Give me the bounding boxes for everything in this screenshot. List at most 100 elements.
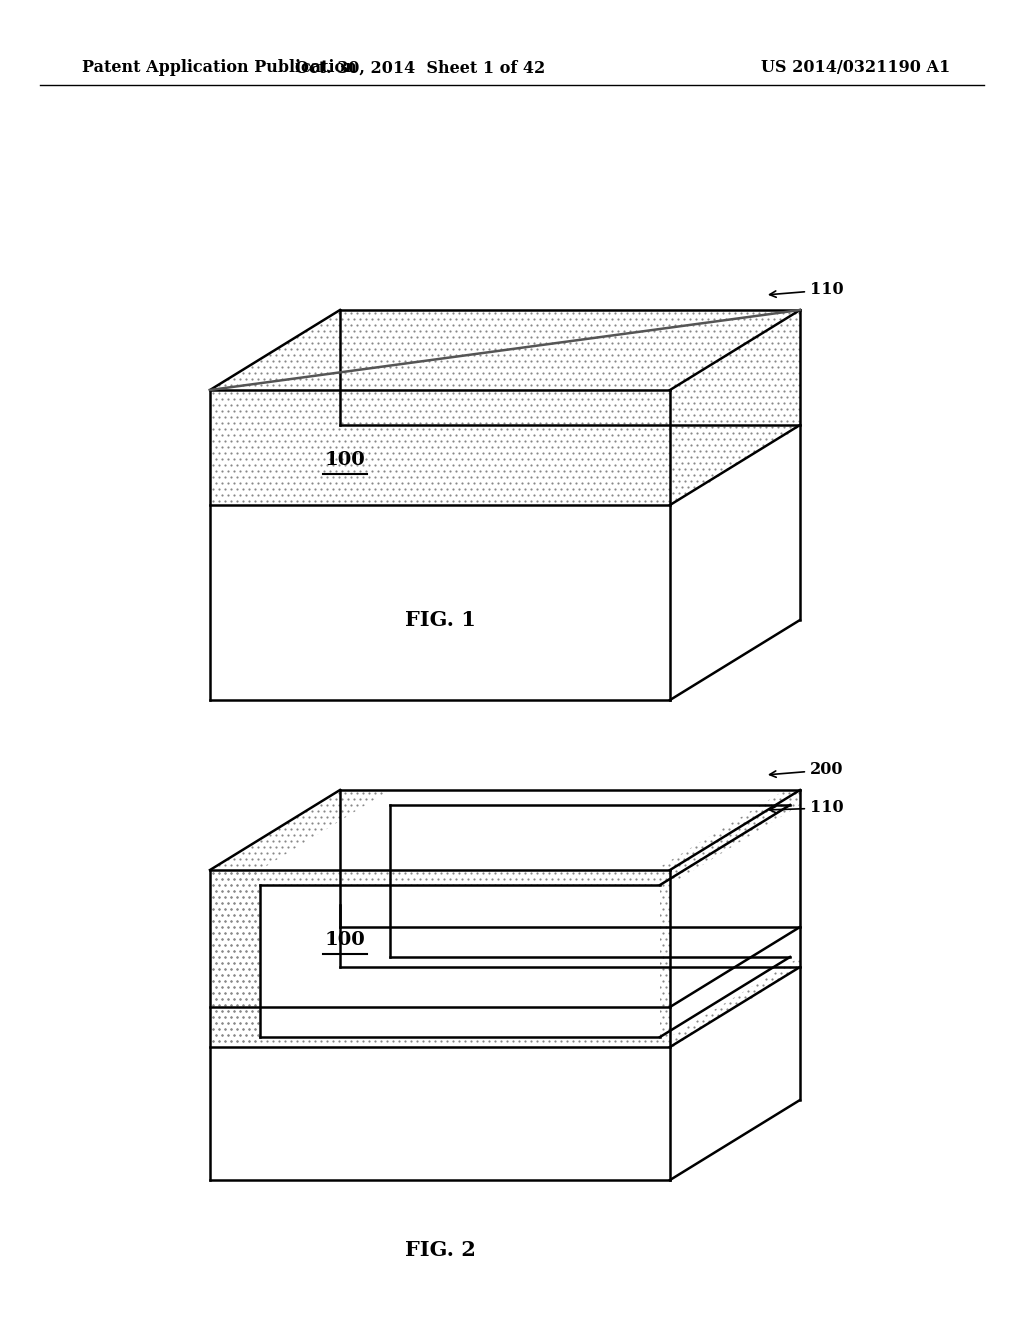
Point <box>241 994 257 1015</box>
Point <box>713 387 729 408</box>
Point <box>731 962 748 983</box>
Point <box>637 491 653 512</box>
Point <box>745 969 762 990</box>
Point <box>451 478 467 499</box>
Point <box>346 321 362 342</box>
Point <box>499 1031 515 1052</box>
Point <box>686 441 702 462</box>
Point <box>508 837 524 858</box>
Point <box>496 928 512 949</box>
Point <box>767 411 783 432</box>
Point <box>592 412 608 433</box>
Point <box>673 795 689 816</box>
Point <box>280 892 296 913</box>
Point <box>502 345 518 366</box>
Point <box>727 807 743 828</box>
Point <box>447 989 464 1010</box>
Point <box>325 830 341 851</box>
Point <box>612 350 629 371</box>
Point <box>686 1016 702 1038</box>
Point <box>553 407 569 428</box>
Point <box>391 442 408 463</box>
Point <box>493 911 509 932</box>
Point <box>318 491 335 512</box>
Point <box>460 916 476 937</box>
Point <box>325 314 341 335</box>
Point <box>700 387 717 408</box>
Point <box>755 903 771 924</box>
Point <box>354 383 371 404</box>
Point <box>241 430 257 451</box>
Point <box>262 849 279 870</box>
Point <box>637 958 653 979</box>
Point <box>262 940 279 961</box>
Point <box>674 944 690 965</box>
Point <box>433 466 450 487</box>
Point <box>379 418 395 440</box>
Point <box>706 800 722 821</box>
Point <box>409 899 425 920</box>
Point <box>364 940 380 961</box>
Point <box>360 994 377 1015</box>
Point <box>399 1012 416 1034</box>
Point <box>247 923 263 944</box>
Point <box>391 887 408 908</box>
Point <box>427 795 443 816</box>
Point <box>379 375 395 396</box>
Point <box>208 904 224 925</box>
Point <box>654 338 671 359</box>
Point <box>441 989 458 1010</box>
Point <box>570 842 587 863</box>
Point <box>544 425 560 446</box>
Point <box>394 965 411 986</box>
Point <box>559 1006 575 1027</box>
Point <box>475 407 492 428</box>
Point <box>751 783 767 804</box>
Point <box>283 923 299 944</box>
Point <box>214 461 230 482</box>
Point <box>634 425 650 446</box>
Point <box>304 461 321 482</box>
Point <box>253 982 269 1003</box>
Point <box>634 812 650 833</box>
Point <box>373 338 389 359</box>
Point <box>727 795 743 816</box>
Point <box>736 788 753 809</box>
Point <box>391 430 408 451</box>
Point <box>360 1019 377 1040</box>
Point <box>276 911 293 932</box>
Point <box>634 825 650 846</box>
Point <box>595 454 611 475</box>
Point <box>565 923 582 944</box>
Point <box>439 466 456 487</box>
Point <box>382 849 398 870</box>
Point <box>731 338 748 359</box>
Point <box>541 326 557 347</box>
Point <box>364 880 380 902</box>
Point <box>430 425 446 446</box>
Point <box>373 923 389 944</box>
Point <box>343 350 359 371</box>
Point <box>463 982 479 1003</box>
Point <box>580 333 596 354</box>
Point <box>493 442 509 463</box>
Point <box>589 407 605 428</box>
Point <box>764 884 780 906</box>
Point <box>541 363 557 384</box>
Point <box>618 375 635 396</box>
Point <box>360 418 377 440</box>
Point <box>208 437 224 458</box>
Point <box>700 422 717 444</box>
Point <box>695 387 712 408</box>
Point <box>573 345 590 366</box>
Point <box>643 946 659 968</box>
Point <box>334 400 350 421</box>
Point <box>238 1001 254 1022</box>
Point <box>643 994 659 1015</box>
Point <box>337 795 353 816</box>
Point <box>654 478 671 499</box>
Point <box>628 412 644 433</box>
Point <box>525 400 542 421</box>
Point <box>660 466 677 487</box>
Point <box>318 795 335 816</box>
